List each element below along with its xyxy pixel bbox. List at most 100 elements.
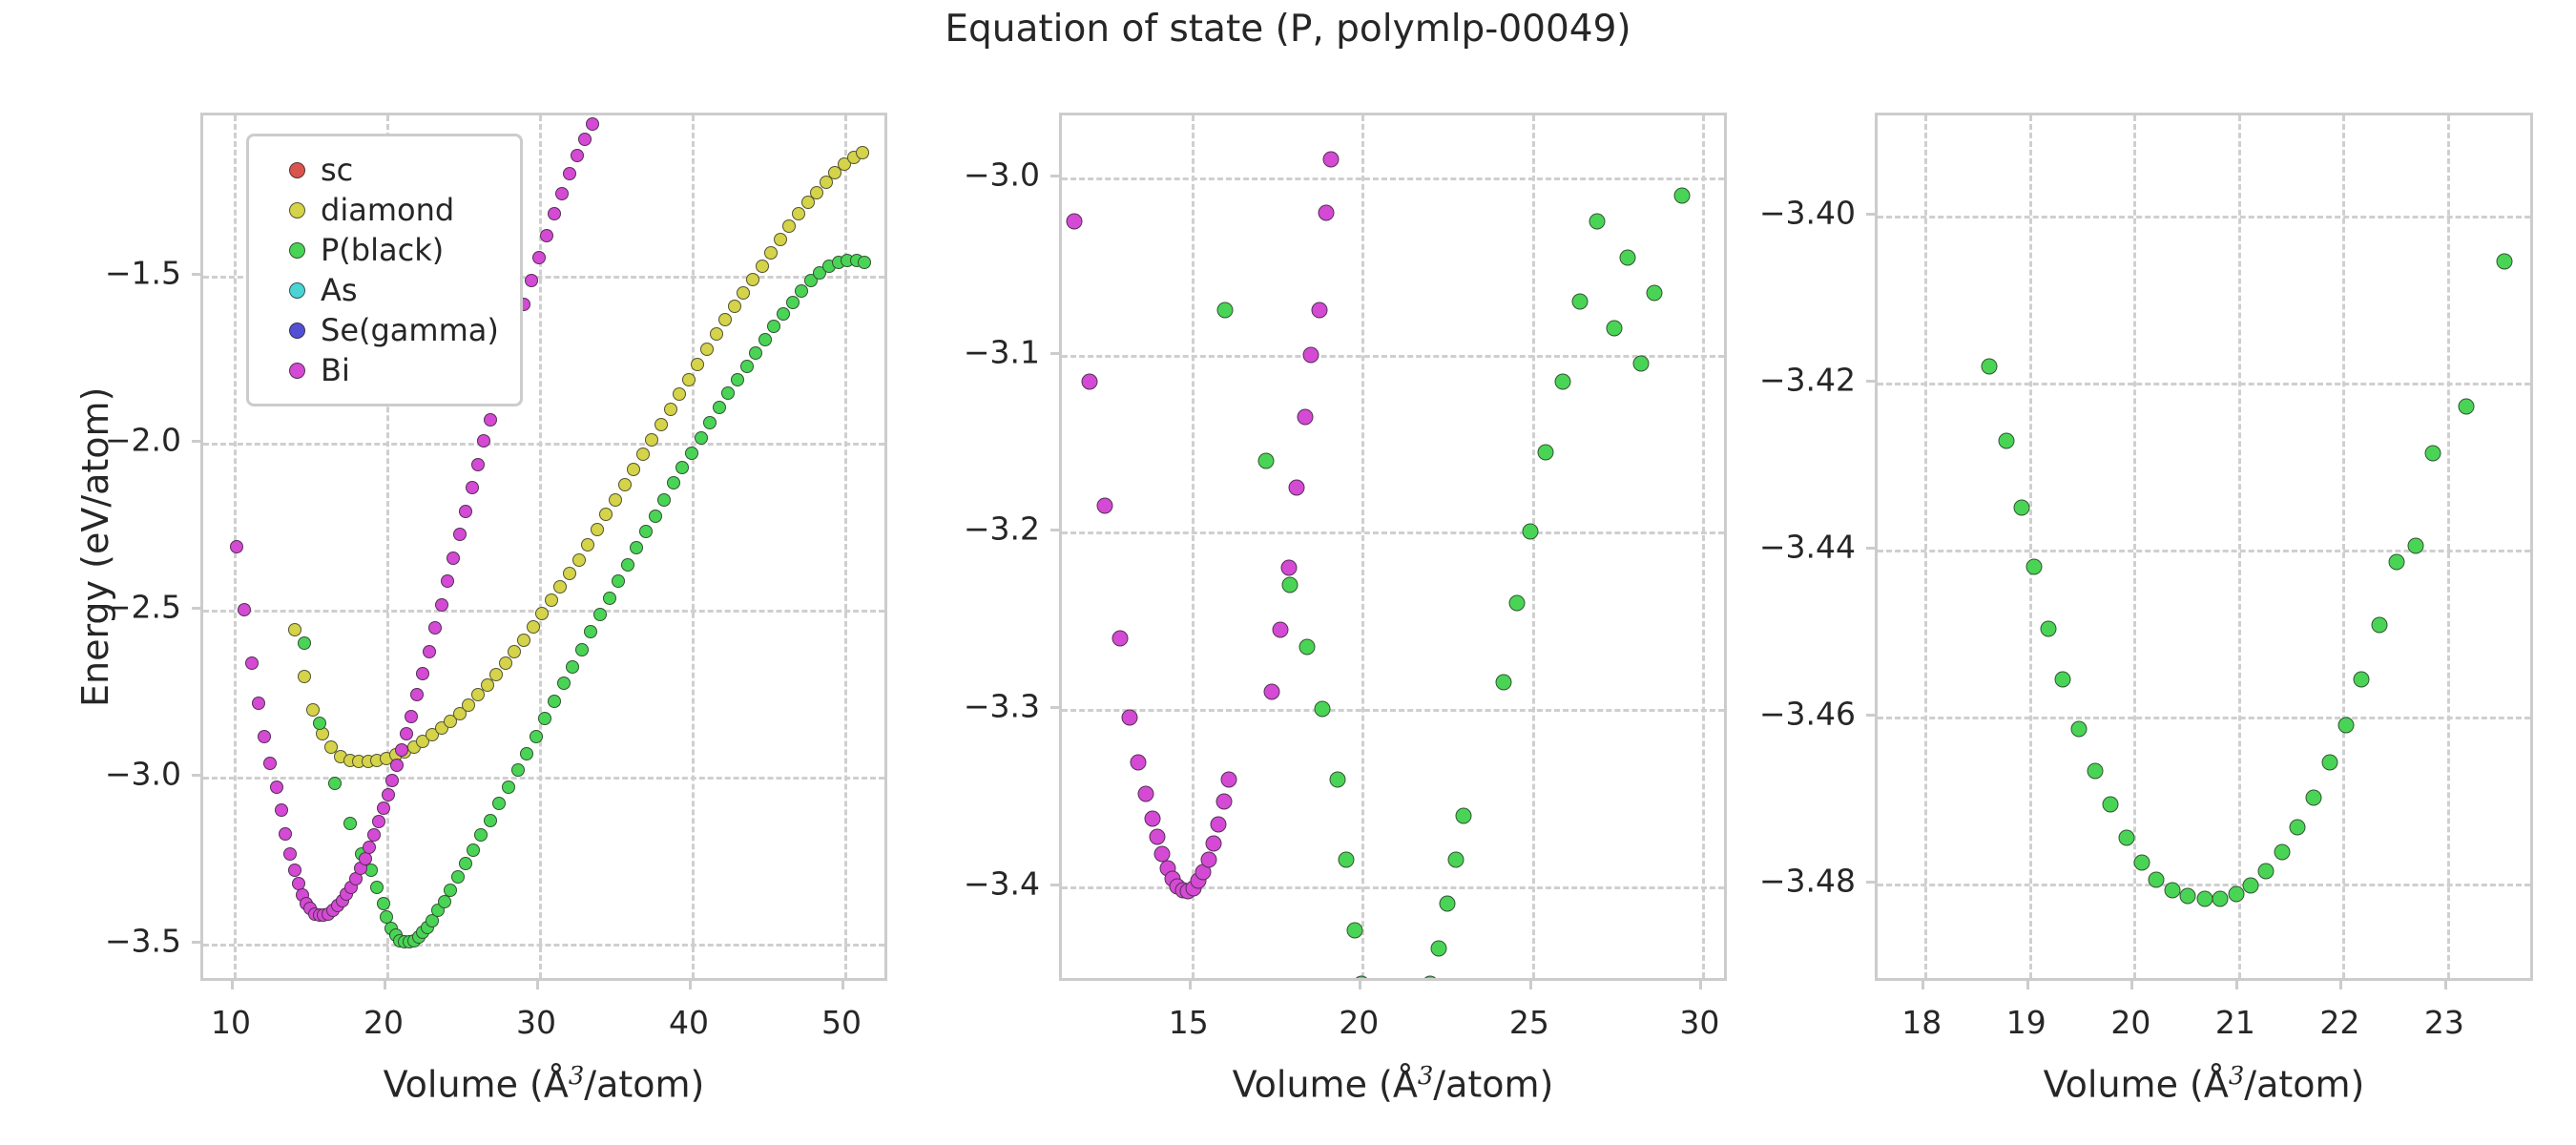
data-point [731, 372, 744, 386]
data-point [1422, 975, 1439, 978]
data-point [1215, 793, 1233, 810]
x-tick-mark [1188, 981, 1192, 989]
data-point [510, 763, 525, 777]
legend-item-bi[interactable]: Bi [262, 350, 499, 390]
data-point [230, 539, 244, 553]
x-tick-label: 21 [2214, 1004, 2255, 1041]
gridline-horizontal [203, 944, 884, 947]
data-point [1263, 683, 1280, 700]
y-tick-label: −3.2 [963, 510, 1040, 548]
y-tick-mark [192, 774, 200, 777]
data-point [1144, 810, 1161, 827]
y-tick-label: −3.44 [1758, 528, 1856, 566]
gridline-horizontal [1062, 709, 1724, 713]
data-point [599, 508, 613, 522]
data-point [563, 566, 576, 580]
data-point [563, 167, 576, 181]
data-point [1998, 432, 2015, 449]
data-point [648, 510, 662, 523]
data-point [399, 726, 413, 740]
y-tick-mark [192, 941, 200, 944]
data-point [571, 149, 584, 162]
data-point [1280, 559, 1297, 576]
data-point [444, 715, 458, 729]
data-point [465, 481, 479, 495]
gridline-vertical [1531, 115, 1535, 978]
data-point [2321, 754, 2338, 771]
data-point [828, 165, 842, 179]
data-point [1606, 320, 1623, 337]
x-tick-label: 20 [1339, 1004, 1380, 1041]
y-tick-mark [1050, 351, 1059, 355]
data-point [777, 307, 790, 322]
y-tick-label: −3.3 [963, 687, 1040, 725]
legend-item-se-gamma[interactable]: Se(gamma) [262, 310, 499, 350]
data-point [548, 695, 561, 709]
data-point [517, 633, 530, 647]
x-tick-label: 20 [364, 1004, 404, 1041]
data-point [1673, 187, 1691, 204]
data-point [297, 670, 311, 683]
legend-item-p-black[interactable]: P(black) [262, 230, 499, 270]
data-point [1311, 302, 1328, 319]
data-point [1297, 408, 1314, 426]
data-point [712, 401, 726, 415]
data-point [785, 296, 800, 309]
data-point [1508, 594, 1526, 612]
gridline-vertical [2028, 115, 2032, 978]
legend-item-as[interactable]: As [262, 270, 499, 310]
x-axis-label-volume: Volume (Å3/atom) [1232, 1062, 1554, 1106]
data-point [434, 597, 448, 612]
y-tick-mark [192, 440, 200, 443]
data-point [721, 385, 736, 400]
data-point [1495, 674, 1511, 691]
panel-right [1875, 113, 2533, 981]
data-point [451, 870, 466, 884]
legend-item-sc[interactable]: sc [262, 150, 499, 190]
data-point [1220, 771, 1237, 788]
data-point [737, 285, 751, 300]
x-tick-label: 22 [2319, 1004, 2360, 1041]
x-tick-label: 15 [1168, 1004, 1209, 1041]
data-point [639, 524, 653, 538]
x-tick-mark [689, 981, 692, 989]
legend-marker-icon [289, 322, 305, 339]
data-point [1338, 851, 1355, 868]
y-tick-label: −1.5 [104, 254, 181, 292]
y-tick-label: −3.5 [104, 922, 181, 960]
y-tick-mark [1866, 714, 1875, 717]
data-point [657, 492, 672, 507]
x-axis-label-volume: Volume (Å3/atom) [2043, 1062, 2365, 1106]
x-tick-mark [2443, 981, 2447, 989]
data-point [681, 372, 696, 386]
data-point [694, 430, 708, 445]
y-tick-label: −3.48 [1758, 862, 1856, 900]
data-point [480, 677, 494, 692]
data-point [1216, 302, 1234, 319]
y-tick-mark [1866, 380, 1875, 383]
legend-marker-icon [289, 241, 305, 259]
data-point [526, 619, 540, 634]
data-point [467, 843, 481, 857]
data-point [630, 541, 644, 555]
x-axis-label-volume: Volume (Å3/atom) [383, 1062, 705, 1106]
data-point [1149, 828, 1166, 845]
data-point [1318, 204, 1335, 221]
gridline-horizontal [1062, 354, 1724, 358]
data-point [586, 116, 599, 131]
x-tick-label: 10 [211, 1004, 251, 1041]
y-tick-mark [1866, 547, 1875, 550]
data-point [1314, 700, 1331, 718]
legend-item-diamond[interactable]: diamond [262, 190, 499, 230]
data-point [1632, 355, 1650, 372]
data-point [2242, 877, 2259, 894]
data-point [492, 797, 507, 810]
y-tick-mark [1050, 706, 1059, 710]
data-point [508, 644, 522, 658]
legend-marker-icon [289, 281, 305, 299]
data-point [416, 666, 430, 680]
y-tick-mark [192, 273, 200, 276]
data-point [1281, 576, 1298, 593]
data-point [810, 185, 824, 199]
data-point [544, 593, 558, 607]
